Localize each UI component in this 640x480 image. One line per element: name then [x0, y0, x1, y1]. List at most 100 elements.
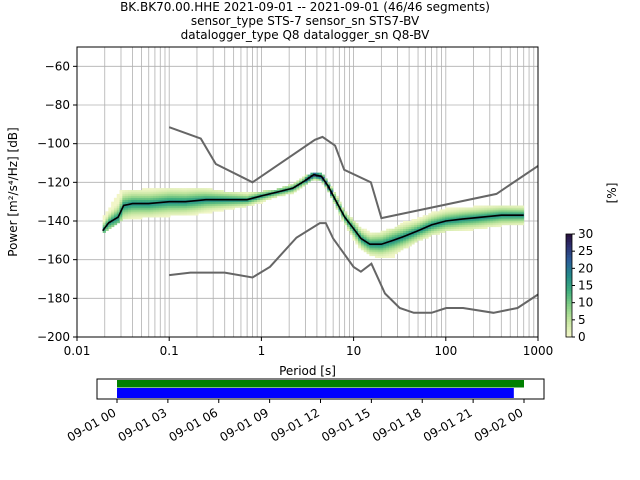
density-cell [307, 180, 311, 183]
density-cell [125, 205, 129, 208]
density-cell [467, 219, 471, 222]
density-cell [203, 201, 207, 204]
density-cell [243, 193, 247, 197]
density-cell [209, 205, 213, 208]
density-cell [495, 221, 499, 224]
colorbar-step [566, 264, 572, 268]
density-cell [349, 219, 353, 222]
density-cell [518, 209, 522, 212]
density-cell [464, 222, 468, 226]
density-cell [111, 207, 115, 210]
density-cell [363, 244, 367, 247]
density-cell [172, 195, 177, 199]
density-cell [156, 192, 160, 195]
density-cell [178, 188, 182, 191]
density-cell [498, 215, 502, 218]
density-cell [139, 205, 143, 208]
density-cell [394, 240, 398, 243]
colorbar-step [566, 313, 572, 317]
density-cell [487, 205, 491, 208]
density-cell [501, 222, 505, 226]
density-cell [116, 201, 120, 204]
density-cell [175, 195, 179, 199]
density-cell [388, 250, 393, 253]
density-cell [490, 213, 494, 216]
density-cell [397, 232, 401, 235]
density-cell [501, 217, 505, 220]
density-cell [167, 207, 171, 210]
density-cell [506, 205, 511, 208]
density-cell [254, 192, 258, 195]
density-cell [470, 209, 474, 212]
density-cell [192, 209, 196, 212]
density-cell [445, 221, 449, 224]
density-cell [405, 240, 410, 243]
density-cell [372, 244, 376, 247]
density-cell [442, 230, 446, 233]
density-cell [133, 217, 137, 220]
density-cell [391, 250, 396, 253]
colorbar-step [566, 298, 572, 302]
density-cell [209, 188, 213, 191]
density-cell [181, 209, 185, 212]
colorbar-step [566, 252, 572, 255]
density-cell [111, 209, 115, 212]
density-cell [492, 217, 497, 220]
density-cell [259, 201, 264, 204]
density-cell [464, 209, 468, 212]
density-cell [360, 232, 365, 235]
density-cell [445, 228, 449, 231]
density-cell [394, 236, 398, 239]
density-cell [226, 199, 230, 202]
density-cell [175, 211, 179, 214]
density-cell [509, 221, 513, 224]
density-cell [484, 221, 488, 224]
density-cell [141, 203, 146, 206]
density-cell [161, 205, 165, 208]
density-cell [259, 199, 264, 202]
density-cell [400, 230, 404, 233]
density-cell [234, 199, 238, 202]
density-cell [450, 217, 454, 220]
density-cell [161, 203, 165, 206]
density-cell [153, 207, 157, 210]
density-cell [209, 201, 213, 204]
density-cell [139, 197, 143, 201]
density-cell [240, 205, 244, 208]
colorbar-step [566, 241, 572, 245]
density-cell [226, 192, 230, 195]
density-cell [518, 222, 522, 226]
density-cell [383, 238, 387, 241]
density-cell [470, 221, 474, 224]
density-cell [439, 222, 443, 226]
density-cell [206, 211, 210, 214]
density-cell [189, 209, 193, 212]
density-cell [512, 222, 516, 226]
density-cell [355, 226, 359, 230]
density-cell [363, 250, 367, 253]
density-cell [346, 215, 351, 218]
density-cell [198, 207, 202, 210]
density-cell [116, 197, 120, 201]
density-cell [175, 193, 179, 197]
density-cell [425, 236, 429, 239]
density-cell [397, 224, 401, 228]
density-cell [111, 213, 115, 216]
density-cell [436, 222, 440, 226]
density-cell [178, 207, 182, 210]
density-cell [470, 228, 474, 231]
density-cell [220, 199, 224, 202]
density-cell [498, 213, 502, 216]
density-cell [136, 190, 140, 193]
y-tick-label: −200 [37, 330, 70, 344]
density-cell [478, 213, 483, 216]
density-cell [349, 228, 353, 231]
density-cell [335, 207, 339, 210]
density-cell [290, 186, 294, 189]
density-cell [189, 203, 193, 206]
density-cell [417, 234, 421, 237]
density-cell [456, 224, 460, 228]
density-cell [363, 228, 367, 231]
density-cell [268, 190, 272, 193]
density-cell [147, 203, 151, 206]
